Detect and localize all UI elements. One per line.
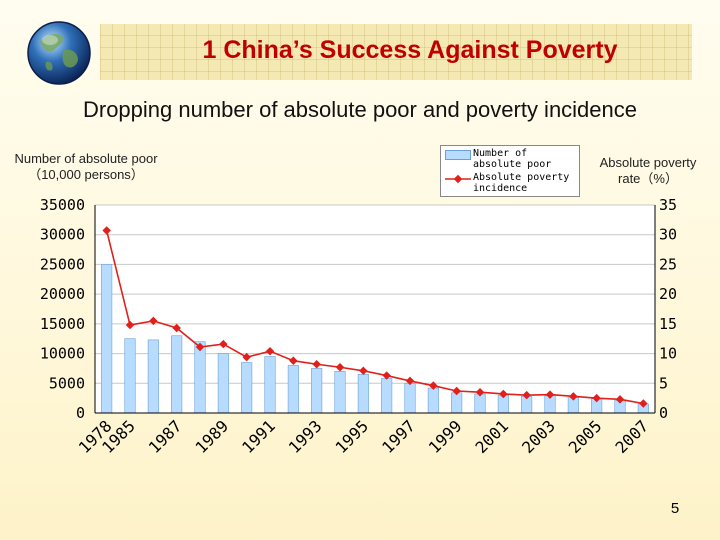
x-tick-label: 2001 xyxy=(471,416,512,457)
incidence-point-2007 xyxy=(639,399,648,408)
y-right-tick-label: 15 xyxy=(659,315,677,333)
legend-label-bars: Number of absolute poor xyxy=(473,148,552,170)
incidence-point-1978 xyxy=(102,226,111,235)
incidence-point-1988 xyxy=(195,342,205,352)
incidence-point-1994 xyxy=(335,362,345,372)
x-tick-label: 1991 xyxy=(238,416,279,457)
incidence-point-1999 xyxy=(452,386,461,396)
y-left-tick-label: 25000 xyxy=(40,255,85,273)
slide-title: 1 China’s Success Against Poverty xyxy=(202,36,618,64)
x-tick-label: 1989 xyxy=(191,416,232,457)
bar-1998 xyxy=(427,387,439,414)
y-right-tick-label: 0 xyxy=(659,404,668,422)
bar-1978 xyxy=(101,264,113,414)
y-left-tick-label: 30000 xyxy=(40,226,85,244)
bar-2000 xyxy=(474,393,486,414)
plot-background xyxy=(95,205,655,413)
left-axis-title: Number of absolute poor （10,000 persons） xyxy=(14,151,158,182)
x-tick-label: 1993 xyxy=(285,416,326,457)
bar-1996 xyxy=(381,378,393,414)
globe-icon xyxy=(27,21,91,85)
bar-1990 xyxy=(241,362,253,414)
bar-1999 xyxy=(451,392,463,414)
bar-1993 xyxy=(311,368,323,414)
incidence-point-2006 xyxy=(615,395,625,404)
x-tick-label: 2005 xyxy=(565,416,606,457)
y-left-tick-label: 5000 xyxy=(49,374,85,392)
incidence-point-1996 xyxy=(382,371,391,380)
incidence-point-1997 xyxy=(405,376,415,386)
incidence-point-1998 xyxy=(429,381,438,390)
x-tick-label: 2007 xyxy=(611,416,652,457)
right-axis-title: Absolute poverty rate（%） xyxy=(599,155,697,186)
incidence-point-1995 xyxy=(359,366,368,376)
y-right-tick-label: 30 xyxy=(659,226,677,244)
legend-swatch-bar xyxy=(445,150,471,160)
x-tick-label: 1987 xyxy=(145,416,186,457)
x-tick-label: 2003 xyxy=(518,416,559,457)
incidence-point-2002 xyxy=(522,390,531,400)
incidence-point-1985 xyxy=(125,320,135,330)
incidence-point-2003 xyxy=(545,390,555,399)
y-right-tick-label: 35 xyxy=(659,196,677,214)
legend-swatch-line xyxy=(445,174,471,184)
incidence-point-1991 xyxy=(265,346,275,356)
incidence-point-2004 xyxy=(569,392,578,401)
title-banner xyxy=(100,24,692,80)
y-right-tick-label: 10 xyxy=(659,345,677,363)
page-number: 5 xyxy=(670,500,680,517)
y-right-tick-label: 20 xyxy=(659,285,677,303)
y-left-tick-label: 20000 xyxy=(40,285,85,303)
bar-1986 xyxy=(147,339,159,414)
bar-1988 xyxy=(194,341,206,414)
bar-1989 xyxy=(217,353,229,414)
incidence-point-1990 xyxy=(242,352,251,362)
bar-1987 xyxy=(171,335,183,414)
incidence-point-1993 xyxy=(312,360,321,369)
incidence-point-2005 xyxy=(592,393,601,403)
incidence-point-1986 xyxy=(149,316,158,326)
bar-1994 xyxy=(334,371,346,414)
y-left-tick-label: 10000 xyxy=(40,345,85,363)
incidence-point-1989 xyxy=(219,339,228,349)
y-right-tick-label: 25 xyxy=(659,255,677,273)
y-left-tick-label: 35000 xyxy=(40,196,85,214)
incidence-point-2000 xyxy=(475,387,485,397)
bar-1995 xyxy=(357,374,369,414)
bar-1992 xyxy=(287,365,299,414)
x-tick-label: 1995 xyxy=(331,416,372,457)
y-left-tick-label: 15000 xyxy=(40,315,85,333)
chart-title: Dropping number of absolute poor and pov… xyxy=(82,97,638,122)
x-tick-label: 1999 xyxy=(425,416,466,457)
bar-1985 xyxy=(124,338,136,414)
incidence-point-1992 xyxy=(289,356,298,365)
legend-label-line: Absolute poverty incidence xyxy=(473,172,570,194)
chart-legend: Number of absolute poor Absolute poverty… xyxy=(440,145,580,197)
x-tick-label: 1997 xyxy=(378,416,419,457)
bar-1991 xyxy=(264,356,276,414)
bar-1997 xyxy=(404,382,416,414)
y-right-tick-label: 5 xyxy=(659,374,668,392)
incidence-point-2001 xyxy=(499,389,508,399)
y-left-tick-label: 0 xyxy=(76,404,85,422)
incidence-point-1987 xyxy=(172,323,181,333)
